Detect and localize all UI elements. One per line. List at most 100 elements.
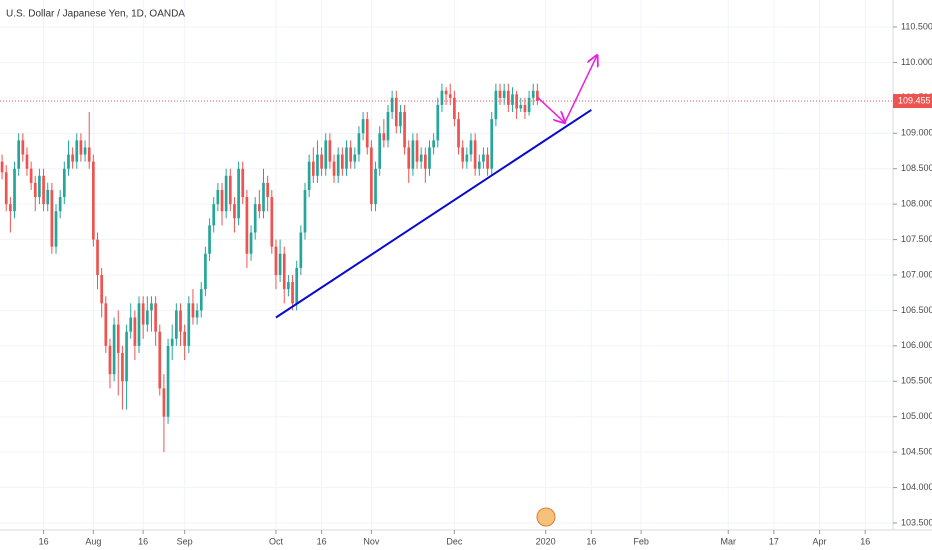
candle-body	[282, 253, 286, 290]
y-tick-label: 109.000	[901, 128, 932, 138]
candle-body	[249, 232, 253, 254]
candle-body	[311, 161, 315, 176]
y-tick-label: 107.000	[901, 269, 932, 279]
candle-body	[212, 204, 216, 226]
candle-body	[145, 310, 149, 325]
candle-body	[116, 324, 120, 353]
candle-body	[87, 147, 91, 162]
y-tick-label: 108.500	[901, 163, 932, 173]
candle-body	[71, 154, 74, 162]
candle-body	[461, 147, 465, 162]
event-badge	[536, 507, 556, 527]
candle-body	[291, 282, 294, 304]
candle-body	[21, 140, 25, 155]
candle-body	[361, 119, 365, 134]
candle-body	[42, 175, 45, 205]
candle-body	[295, 267, 299, 304]
candle-body	[336, 154, 340, 176]
x-tick-label: Oct	[269, 536, 284, 546]
y-tick-label: 106.500	[901, 305, 932, 315]
trend-line	[275, 109, 592, 319]
candle-body	[519, 104, 523, 109]
candle-body	[349, 147, 352, 162]
candle-body	[536, 90, 539, 102]
candle-body	[274, 246, 278, 275]
candle-body	[199, 289, 203, 311]
candle-body	[399, 112, 402, 127]
candle-body	[390, 97, 394, 113]
candle-body	[154, 303, 157, 332]
candle-body	[253, 204, 257, 233]
candle-body	[121, 352, 124, 382]
candle-body	[179, 310, 182, 332]
x-tick-label: Apr	[813, 536, 827, 546]
candle-body	[195, 310, 199, 318]
y-tick-label: 107.500	[901, 234, 932, 244]
candle-body	[328, 140, 332, 162]
candle-body	[83, 147, 87, 155]
candle-body	[523, 104, 527, 113]
x-tick-label: Feb	[633, 536, 649, 546]
candle-body	[469, 140, 473, 155]
x-tick-label: 2020	[536, 536, 556, 546]
candle-body	[129, 317, 133, 332]
candle-body	[92, 161, 95, 240]
y-tick-label: 108.000	[901, 199, 932, 209]
candle-body	[299, 232, 303, 268]
candle-body	[316, 154, 319, 176]
candle-body	[220, 189, 224, 212]
candle-body	[191, 303, 195, 318]
y-tick-label: 110.500	[901, 21, 932, 31]
x-tick-label: 17	[769, 536, 779, 546]
candle-body	[386, 112, 390, 141]
candle-body	[411, 140, 415, 169]
candle-body	[465, 154, 469, 162]
candle-body	[228, 175, 232, 205]
candle-body	[440, 90, 444, 105]
candle-body	[141, 303, 145, 325]
candle-body	[340, 154, 344, 169]
candle-body	[224, 175, 228, 212]
candle-body	[324, 140, 328, 169]
candle-body	[457, 119, 460, 148]
x-tick-label: Aug	[85, 536, 101, 546]
candle-body	[407, 147, 411, 169]
candle-body	[415, 140, 419, 162]
candle-body	[75, 140, 79, 162]
chart-title: U.S. Dollar / Japanese Yen, 1D, OANDA	[6, 9, 185, 20]
candle-body	[13, 168, 16, 212]
candle-body	[378, 133, 382, 169]
x-tick-label: 16	[586, 536, 596, 546]
candle-body	[96, 239, 99, 275]
x-tick-label: 16	[317, 536, 327, 546]
candle-body	[365, 119, 369, 148]
candle-body	[54, 211, 58, 247]
candle-body	[287, 282, 290, 290]
candle-body	[448, 94, 452, 98]
candle-body	[436, 104, 440, 141]
candle-body	[374, 168, 377, 205]
y-tick-label: 104.000	[901, 482, 932, 492]
candle-body	[158, 331, 162, 389]
candle-body	[183, 331, 187, 346]
candle-body	[527, 97, 531, 113]
candle-body	[245, 197, 249, 254]
candle-body	[490, 119, 494, 169]
candle-body	[241, 168, 245, 198]
candle-body	[9, 204, 12, 212]
y-tick-label: 106.000	[901, 340, 932, 350]
x-tick-label: 16	[860, 536, 870, 546]
candle-body	[38, 175, 41, 198]
y-tick-label: 103.500	[901, 517, 932, 527]
candle-body	[233, 204, 236, 219]
candle-body	[0, 161, 4, 173]
grid	[0, 0, 893, 530]
candle-body	[33, 182, 37, 198]
candle-body	[486, 154, 489, 169]
candle-body	[100, 275, 104, 304]
candle-body	[432, 140, 435, 148]
candle-body	[150, 303, 153, 311]
candle-body	[266, 182, 269, 198]
x-tick-label: Mar	[721, 536, 737, 546]
